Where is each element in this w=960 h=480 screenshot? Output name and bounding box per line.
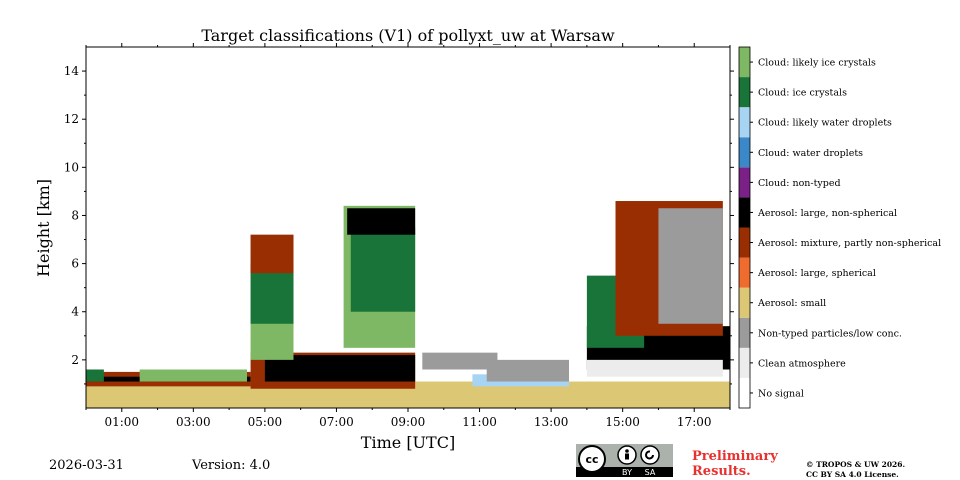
legend-label-3: Aerosol: small <box>757 298 826 309</box>
copyright-line-2: CC BY SA 4.0 License. <box>806 470 899 479</box>
y-tick-label-0: 2 <box>71 353 79 367</box>
copyright-line-1: © TROPOS & UW 2026. <box>806 460 906 469</box>
x-tick-label-8: 17:00 <box>677 415 712 429</box>
region-13 <box>422 352 498 370</box>
y-axis: 2 4 6 8 10 12 14 <box>64 64 734 385</box>
legend-label-1: Clean atmosphere <box>758 358 846 369</box>
y-tick-label-3: 8 <box>71 208 79 222</box>
preliminary-line-1: Preliminary <box>692 449 778 464</box>
region-3 <box>86 369 104 382</box>
x-tick-label-2: 05:00 <box>248 415 283 429</box>
date-label: 2026-03-31 <box>49 458 124 473</box>
badge-sa-text: SA <box>645 468 656 477</box>
y-tick-label-1: 4 <box>71 305 79 319</box>
x-tick-label-7: 15:00 <box>605 415 640 429</box>
legend-label-0: No signal <box>758 388 804 399</box>
legend-swatch-8 <box>739 137 750 168</box>
x-tick-label-6: 13:00 <box>534 415 569 429</box>
legend-swatch-2 <box>739 317 750 348</box>
x-tick-label-4: 09:00 <box>391 415 426 429</box>
y-tick-label-2: 6 <box>71 257 79 271</box>
legend-label-2: Non-typed particles/low conc. <box>758 328 902 339</box>
legend-label-11: Cloud: likely ice crystals <box>758 58 876 69</box>
legend-swatch-9 <box>739 107 750 138</box>
region-17 <box>586 359 723 377</box>
x-tick-label-0: 01:00 <box>104 415 139 429</box>
region-9 <box>250 234 294 274</box>
preliminary-results-note: Preliminary Results. <box>692 449 778 479</box>
y-tick-label-6: 14 <box>64 64 80 78</box>
legend-label-8: Cloud: water droplets <box>758 148 863 159</box>
badge-by-text: BY <box>622 468 632 477</box>
x-axis-label: Time [UTC] <box>361 433 455 452</box>
cc-logo-icon <box>578 445 606 473</box>
y-axis-label: Height [km] <box>34 179 53 277</box>
class-legend: No signal Clean atmosphere Non-typed parti… <box>738 46 941 409</box>
x-axis: 01:00 03:00 05:00 07:00 09:00 11:00 13:00 15:00… <box>85 43 731 429</box>
y-tick-label-4: 10 <box>64 160 79 174</box>
region-20 <box>658 208 723 324</box>
x-tick-label-5: 11:00 <box>462 415 497 429</box>
cc-license-badge: cc BY SA <box>576 444 673 477</box>
preliminary-line-2: Results. <box>692 464 751 479</box>
region-11 <box>350 227 416 312</box>
region-8 <box>250 263 294 324</box>
chart-title: Target classifications (V1) of pollyxt_u… <box>201 26 615 45</box>
legend-swatch-5 <box>739 227 750 258</box>
legend-swatch-6 <box>739 197 750 228</box>
legend-label-4: Aerosol: large, spherical <box>757 268 876 279</box>
legend-swatch-7 <box>739 167 750 198</box>
legend-label-6: Aerosol: large, non-spherical <box>757 208 897 219</box>
legend-swatch-10 <box>739 77 750 108</box>
region-4 <box>139 369 247 382</box>
version-label: Version: 4.0 <box>192 458 271 473</box>
legend-label-7: Cloud: non-typed <box>758 178 841 189</box>
plot-area <box>86 201 730 408</box>
legend-frame <box>738 46 751 409</box>
x-tick-label-3: 07:00 <box>319 415 354 429</box>
legend-label-9: Cloud: likely water droplets <box>758 118 892 129</box>
legend-swatch-4 <box>739 257 750 288</box>
y-tick-label-5: 12 <box>64 112 79 126</box>
legend-swatch-1 <box>739 347 750 378</box>
legend-swatch-11 <box>739 47 750 78</box>
region-12 <box>347 208 416 235</box>
legend-swatch-0 <box>739 377 750 408</box>
x-tick-label-1: 03:00 <box>176 415 211 429</box>
svg-text:cc: cc <box>585 453 598 466</box>
copyright-note: © TROPOS & UW 2026. CC BY SA 4.0 License… <box>806 460 905 480</box>
legend-swatch-3 <box>739 287 750 318</box>
sa-share-icon <box>640 445 660 465</box>
region-15 <box>486 359 569 382</box>
legend-label-5: Aerosol: mixture, partly non-spherical <box>757 238 941 249</box>
legend-label-10: Cloud: ice crystals <box>758 88 847 99</box>
